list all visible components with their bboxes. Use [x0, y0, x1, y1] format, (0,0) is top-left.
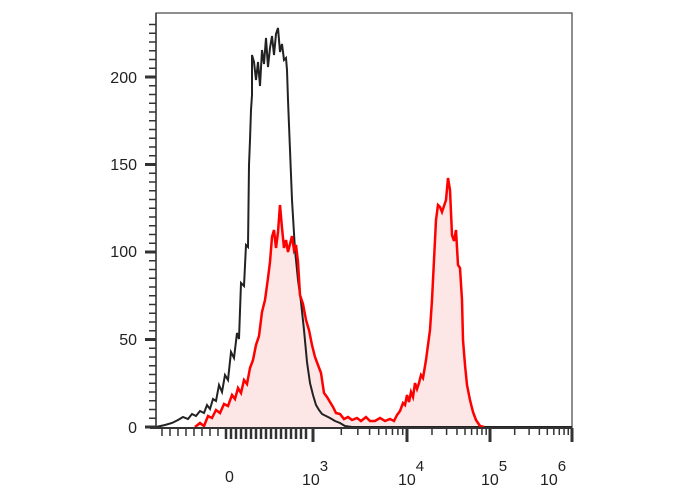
x-tick-label-zero: 0	[225, 469, 234, 486]
y-minor-ticks	[145, 23, 156, 429]
stained-series-line	[194, 177, 485, 429]
y-tick-label: 200	[110, 70, 137, 87]
x-tick-label-1e6: 106	[540, 458, 566, 489]
x-tick-label-1e4: 104	[398, 458, 424, 489]
y-tick-label: 0	[128, 420, 137, 437]
x-tick-label-1e3: 103	[302, 458, 328, 489]
plot-frame	[155, 12, 573, 429]
y-tick-label: 150	[110, 157, 137, 174]
y-axis-labels: 0 50 100 150 200	[110, 70, 137, 437]
y-tick-label: 100	[110, 244, 137, 261]
x-tick-label-1e5: 105	[481, 458, 507, 489]
y-tick-label: 50	[119, 332, 137, 349]
control-series-line	[155, 27, 572, 428]
x-minor-ticks	[161, 428, 574, 442]
stained-series-fill	[195, 178, 484, 427]
x-axis-labels: 0 103 104 105 106	[225, 458, 566, 489]
